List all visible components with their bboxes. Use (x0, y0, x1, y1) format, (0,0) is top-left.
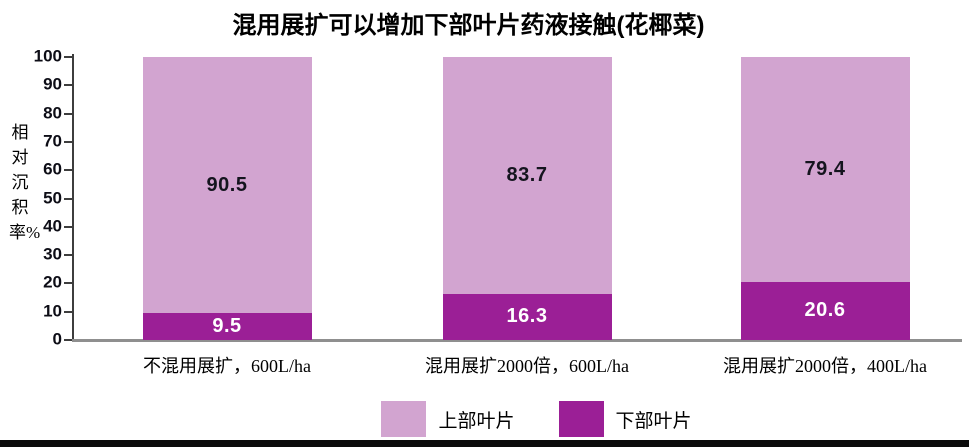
y-tick-mark (64, 254, 72, 257)
legend-swatch-lower-leaves (558, 401, 604, 437)
y-tick-label: 90 (43, 74, 62, 94)
legend-label-lower-leaves: 下部叶片 (615, 410, 692, 432)
x-axis-line (72, 339, 962, 342)
bar-value-label: 79.4 (804, 157, 846, 180)
y-tick-label: 80 (43, 103, 62, 123)
chart-title: 混用展扩可以增加下部叶片药液接触(花椰菜) (232, 12, 705, 39)
y-tick-mark (64, 140, 72, 143)
y-tick-label: 70 (43, 131, 62, 151)
bottom-divider-rule (0, 440, 969, 447)
y-tick-mark (64, 282, 72, 285)
legend-label-upper-leaves: 上部叶片 (438, 410, 515, 432)
y-tick-mark (64, 310, 72, 313)
bar-segment-upper-leaves: 83.7 (442, 57, 612, 294)
bar-segment-upper-leaves: 79.4 (740, 57, 910, 282)
y-tick-label: 0 (52, 329, 62, 349)
y-tick-mark (64, 112, 72, 115)
y-tick-label: 40 (43, 216, 62, 236)
legend-swatch-upper-leaves (381, 401, 427, 437)
y-tick-label: 100 (33, 46, 62, 66)
y-axis-line (72, 54, 74, 340)
bar-value-label: 16.3 (506, 305, 548, 328)
bar-value-label: 20.6 (804, 299, 846, 322)
bar-segment-upper-leaves: 90.5 (142, 57, 312, 314)
y-tick-label: 20 (43, 272, 62, 292)
legend-item-upper-leaves: 上部叶片 (381, 401, 515, 437)
bar-segment-lower-leaves: 20.6 (740, 281, 910, 340)
y-tick-label: 50 (43, 188, 62, 208)
y-tick-mark (64, 56, 72, 58)
bar-value-label: 9.5 (212, 315, 242, 338)
bar-value-label: 90.5 (206, 173, 248, 196)
x-axis-category-label: 混用展扩2000倍，600L/ha (425, 356, 629, 376)
y-tick-label: 30 (43, 244, 62, 264)
x-axis-category-label: 不混用展扩，600L/ha (143, 356, 311, 376)
y-axis-title: 相对沉积率% (9, 123, 41, 242)
x-axis-category-label: 混用展扩2000倍，400L/ha (723, 356, 927, 376)
y-tick-mark (64, 84, 72, 87)
bar-segment-lower-leaves: 9.5 (142, 313, 312, 340)
y-tick-label: 10 (43, 301, 62, 321)
bar-value-label: 83.7 (506, 163, 548, 186)
legend-item-lower-leaves: 下部叶片 (558, 401, 692, 437)
bar-segment-lower-leaves: 16.3 (442, 293, 612, 340)
y-tick-mark (64, 169, 72, 172)
legend: 上部叶片 下部叶片 (104, 401, 969, 437)
y-tick-mark (64, 197, 72, 200)
y-tick-mark (64, 225, 72, 228)
y-tick-label: 60 (43, 159, 62, 179)
y-tick-mark (64, 339, 72, 341)
